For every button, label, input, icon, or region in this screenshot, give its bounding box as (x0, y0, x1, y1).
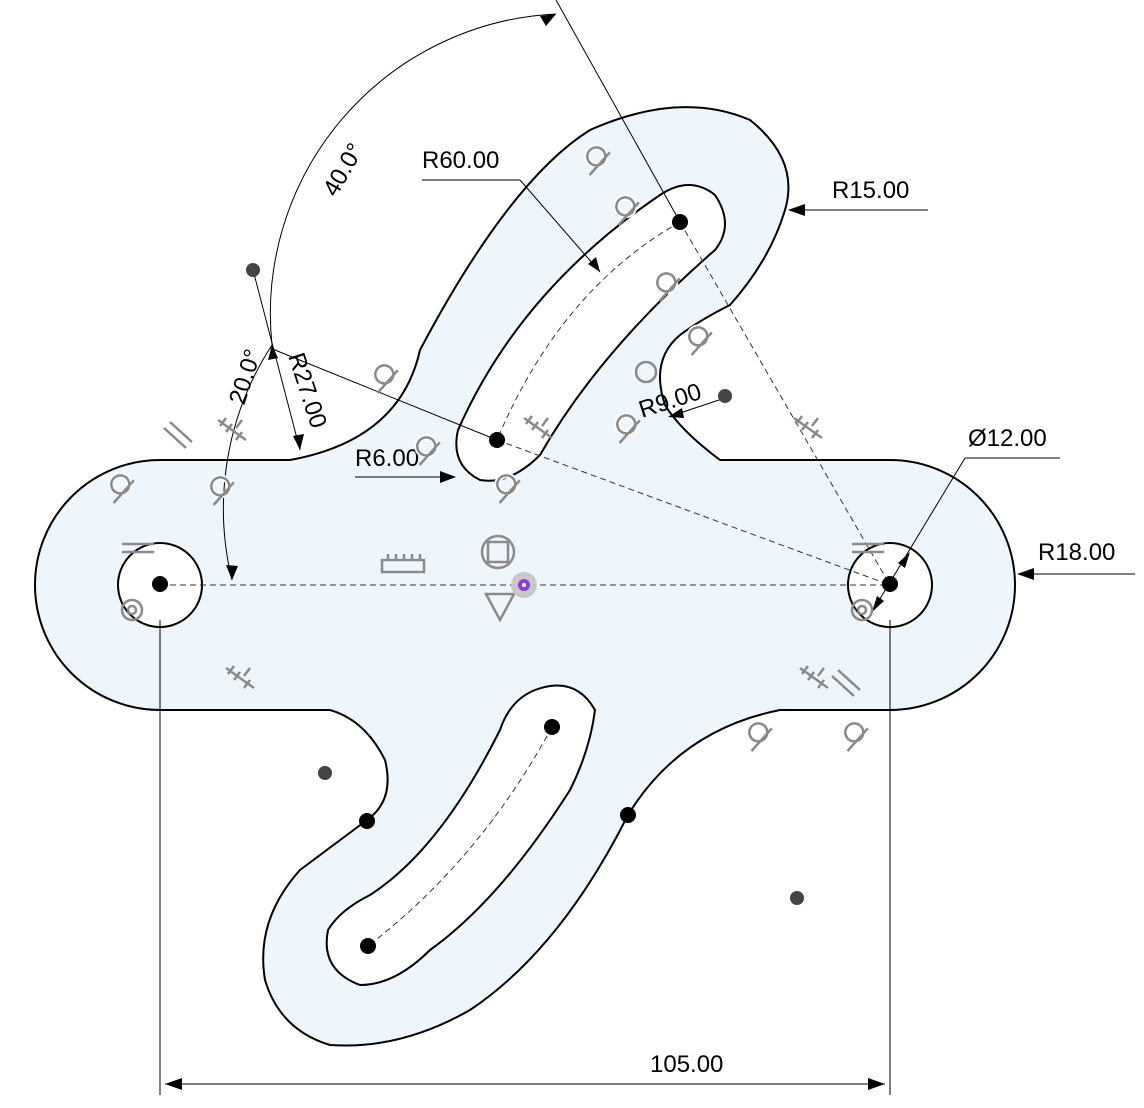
fix-icon[interactable] (480, 534, 517, 623)
dim-angle-bottom[interactable]: 20.0° (224, 346, 267, 408)
control-point[interactable] (718, 389, 732, 403)
concentric-icon[interactable] (120, 598, 144, 622)
lower-slot[interactable] (325, 684, 597, 987)
coincident-icon[interactable] (792, 414, 824, 440)
concentric-icon[interactable] (856, 604, 868, 616)
upper-slot[interactable] (455, 184, 726, 482)
midpoint-icon[interactable] (380, 554, 426, 574)
tangent-icon[interactable] (838, 718, 873, 751)
tangent-icon[interactable] (368, 360, 403, 393)
dim-end-radius[interactable]: R18.00 (1038, 539, 1115, 566)
dim-slot-end-radius[interactable]: R6.00 (355, 445, 419, 472)
parallel-icon[interactable] (162, 420, 194, 450)
sketch-point[interactable] (544, 719, 560, 735)
dim-slot-arc-radius[interactable]: R60.00 (422, 147, 499, 174)
sketch-point[interactable] (152, 576, 168, 592)
dim-fillet-radius-large[interactable]: R27.00 (282, 350, 332, 432)
control-point[interactable] (246, 263, 260, 277)
dim-angle-top[interactable]: 40.0° (318, 139, 370, 201)
sketch-point[interactable] (360, 938, 376, 954)
concentric-icon[interactable] (850, 598, 874, 622)
constraint-glyphs (104, 142, 886, 751)
slot-centerline-lower[interactable] (367, 726, 553, 947)
dim-top-end-radius[interactable]: R15.00 (832, 177, 909, 204)
sketch-point[interactable] (882, 576, 898, 592)
concentric-icon[interactable] (126, 604, 138, 616)
concentric-icon[interactable] (634, 360, 658, 384)
control-point[interactable] (318, 766, 332, 780)
dim-center-distance[interactable]: 105.00 (650, 1051, 723, 1078)
origin-point[interactable] (511, 572, 537, 598)
dim-hole-diameter[interactable]: Ø12.00 (968, 425, 1047, 452)
control-point[interactable] (790, 891, 804, 905)
dimension-geometry (159, 0, 1135, 1095)
sketch-point[interactable] (620, 807, 636, 823)
sketch-points (152, 214, 898, 954)
sketch-point[interactable] (672, 214, 688, 230)
sketch-point[interactable] (489, 432, 505, 448)
slot-centerline-upper[interactable] (496, 221, 681, 441)
tangent-icon[interactable] (742, 718, 777, 751)
sketch-point[interactable] (359, 813, 375, 829)
